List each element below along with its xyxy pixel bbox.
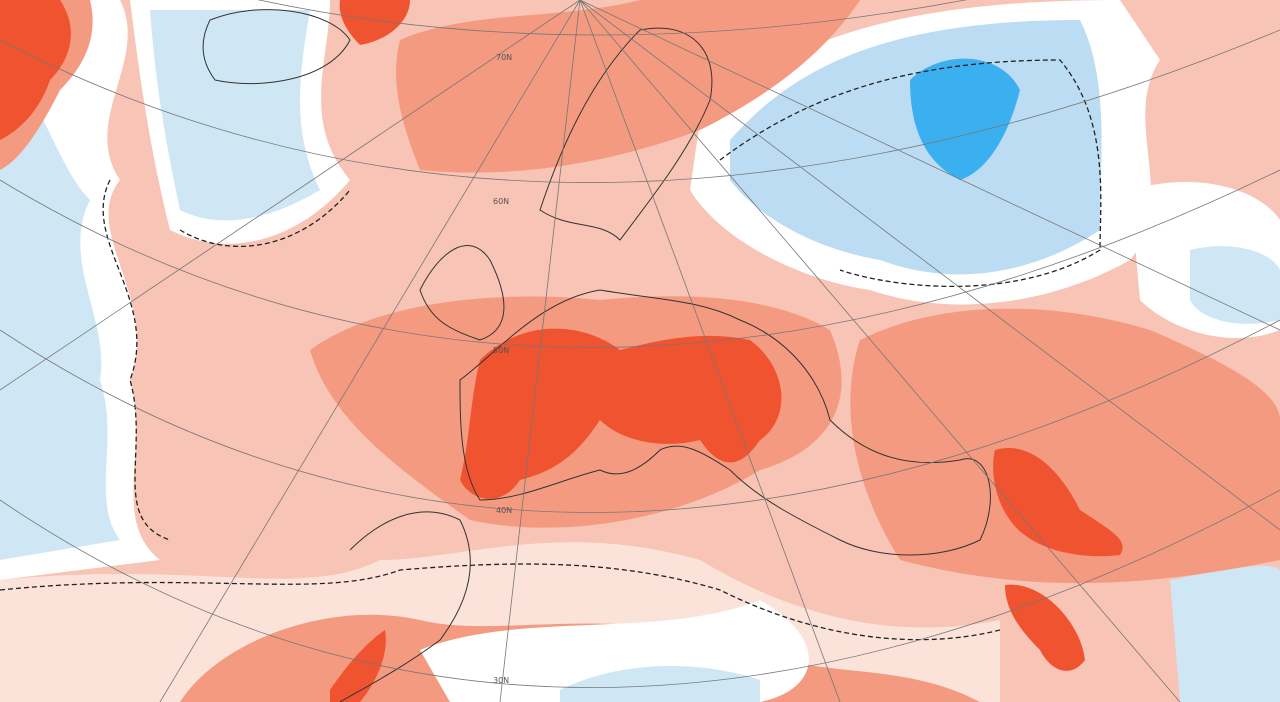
meridian: [579, 0, 841, 702]
latitude-label: 50N: [493, 346, 509, 355]
coastline: [459, 289, 991, 556]
latitude-line: [0, 489, 1280, 688]
cool-zone: [1170, 565, 1280, 702]
contour-line: [0, 563, 1001, 641]
hot-zone: [339, 0, 410, 45]
latitude-label: 60N: [493, 197, 509, 206]
hot-zone: [460, 328, 782, 499]
warm-zone: [850, 308, 1280, 584]
latitude-label: 40N: [496, 506, 512, 515]
latitude-line: [0, 29, 1280, 183]
latitude-line: [257, 0, 968, 36]
cool-zone: [560, 666, 760, 702]
latitude-label: 70N: [496, 53, 512, 62]
meridian: [499, 0, 581, 702]
cool-zone: [0, 40, 120, 560]
hot-zone: [993, 448, 1123, 557]
cool-zone: [1190, 246, 1280, 324]
cool-zone: [150, 10, 320, 221]
hot-zone: [0, 0, 71, 140]
coastline: [539, 27, 713, 241]
latitude-line: [0, 169, 1280, 348]
contour-line: [719, 59, 1102, 288]
meridian: [579, 0, 1280, 331]
latitude-line: [0, 319, 1280, 513]
meridian: [579, 0, 1280, 531]
latitude-label: 30N: [493, 676, 509, 685]
contour-line: [102, 179, 171, 541]
coastline: [419, 245, 505, 341]
coastline: [202, 9, 351, 85]
cold-zone: [910, 58, 1020, 180]
warm-zone: [396, 0, 860, 173]
meridian: [159, 0, 581, 702]
meridian: [579, 0, 1181, 702]
coastline: [339, 511, 471, 702]
contour-line: [179, 189, 351, 247]
latitude-labels: 70N 60N 50N 40N 30N: [493, 53, 512, 685]
meridian: [0, 0, 581, 391]
